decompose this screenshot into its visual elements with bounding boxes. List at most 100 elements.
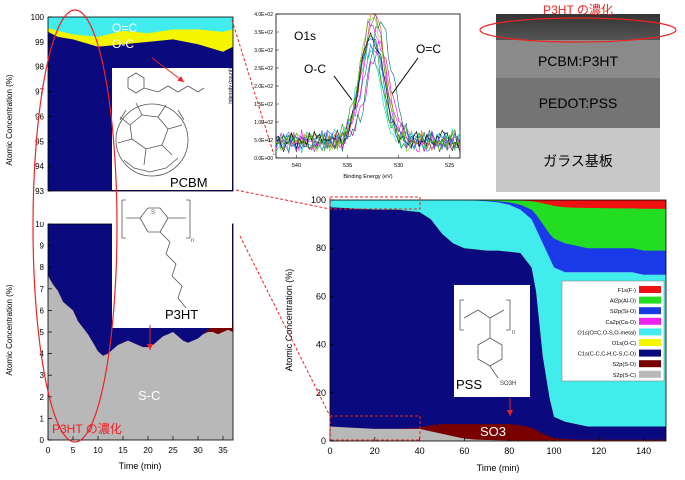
legend-swatch	[639, 349, 661, 357]
legend-label: S2p(S-C)	[613, 373, 636, 379]
left-bottom-x-ticks: 0 5 10 15 20 25 30 35	[46, 436, 228, 455]
x-tick-label: 15	[118, 445, 128, 455]
xps-y-tick-label: 0.0E+00	[254, 156, 273, 162]
left-top-frame	[47, 16, 234, 192]
legend-swatch	[639, 360, 661, 368]
connector-2	[239, 235, 331, 417]
legend-swatch	[639, 370, 661, 378]
x-tick-label: 10	[93, 445, 103, 455]
left-bottom-ylabel: Atomic Concentration (%)	[5, 284, 14, 375]
pss-brackets	[459, 299, 511, 331]
p3ht-label: P3HT	[165, 307, 198, 322]
layer-glass	[496, 128, 660, 192]
y-tick-label: 0	[321, 436, 326, 446]
x-tick-label: 20	[143, 445, 153, 455]
legend-swatch	[639, 307, 661, 315]
pcbm-box	[112, 68, 232, 190]
pcbm-label: PCBM	[170, 175, 208, 190]
left-top-y-ticks: 93 94 95 96 97 98 99 100	[31, 13, 52, 196]
right-xlabel: Time (min)	[477, 463, 520, 473]
y-tick-label: 8	[40, 263, 45, 272]
layer-pcbm-label: PCBM:P3HT	[538, 53, 619, 69]
y-tick-label: 99	[35, 38, 44, 47]
legend-swatch	[639, 339, 661, 346]
xps-o1s-label: O1s	[294, 29, 316, 43]
right-frame	[329, 199, 667, 442]
xps-x-tick-label: 530	[394, 163, 403, 169]
y-tick-label: 100	[311, 195, 326, 205]
so3-label: SO3	[480, 424, 506, 439]
pss-n-sub: n	[512, 330, 515, 336]
zoom-connectors	[231, 19, 421, 441]
left-bottom-xlabel: Time (min)	[119, 461, 162, 471]
xps-x-tick-label: 525	[445, 163, 454, 169]
y-tick-label: 20	[316, 388, 326, 398]
legend-swatch	[639, 296, 661, 304]
xps-y-tick-label: 2.5E+02	[254, 66, 273, 72]
legend-swatch	[639, 286, 661, 293]
x-tick-label: 120	[591, 446, 606, 456]
sc-label: S-C	[138, 388, 160, 403]
pcbm-cage-lines	[117, 102, 183, 166]
x-tick-label: 20	[370, 446, 380, 456]
y-tick-label: 96	[35, 112, 44, 121]
p3ht-thiophene	[126, 207, 186, 233]
x-tick-label: 0	[46, 445, 51, 455]
y-tick-label: 93	[35, 187, 44, 196]
x-tick-label: 30	[193, 445, 203, 455]
legend-swatch	[639, 317, 661, 325]
left-top-ylabel: Atomic Concentration (%)	[5, 74, 14, 165]
p3ht-top-ellipse	[479, 17, 677, 43]
pss-sulfonate-bond	[489, 365, 499, 379]
layer-stack: PCBM:P3HT PEDOT:PSS ガラス基板 P3HT の濃化	[479, 3, 677, 192]
right-ylabel: Atomic Concentration (%)	[284, 269, 294, 372]
xps-ylabel: Intensity (count)	[228, 68, 234, 104]
legend-label: F1s(F-)	[618, 288, 636, 294]
y-tick-label: 60	[316, 291, 326, 301]
xps-spectrum-line	[275, 35, 461, 153]
y-tick-label: 9	[40, 242, 45, 251]
xps-inset: 0.0E+00 5.0E+02 1.0E+02 1.5E+02 2.0E+02 2.5E+…	[228, 12, 461, 180]
x-tick-label: 60	[459, 446, 469, 456]
y-tick-label: 3	[40, 371, 45, 380]
pcbm-chain	[143, 85, 205, 93]
oc-arrow	[151, 57, 185, 83]
xps-spectra	[275, 12, 461, 154]
y-tick-label: 97	[35, 88, 44, 97]
y-tick-label: 1	[40, 414, 45, 423]
p3ht-top-label: P3HT の濃化	[543, 3, 613, 17]
left-bottom-y-ticks: 0 1 2 3 4 5 6 7 8 9 10	[35, 220, 52, 445]
xps-y-tick-label: 3.5E+02	[254, 30, 273, 36]
x-tick-label: 40	[415, 446, 425, 456]
xps-x-tick-label: 540	[292, 163, 301, 169]
oc-single-label: O-C	[112, 37, 134, 51]
xps-oc-double-label: O=C	[416, 42, 441, 56]
y-tick-label: 98	[35, 63, 44, 72]
x-tick-label: 0	[327, 446, 332, 456]
xps-spectrum-line	[276, 16, 461, 152]
xps-y-ticks: 0.0E+00 5.0E+02 1.0E+02 1.5E+02 2.0E+02 2.5E+…	[254, 12, 279, 162]
x-tick-label: 5	[71, 445, 76, 455]
p3ht-n-sub: n	[191, 238, 194, 244]
legend-label: O1s(O=C,O-S,O-metal)	[577, 330, 636, 336]
y-tick-label: 95	[35, 137, 44, 146]
layer-pcbm-p3ht	[496, 40, 660, 78]
xps-y-tick-label: 1.0E+02	[254, 120, 273, 126]
zoom-box-bottom	[329, 415, 421, 441]
pcbm-cage-lines-2	[119, 109, 185, 173]
xps-oc-single-label: O-C	[304, 62, 326, 76]
xps-x-ticks: 540 535 530 525	[292, 155, 454, 169]
pss-label: PSS	[456, 377, 482, 392]
x-tick-label: 35	[218, 445, 228, 455]
xps-y-tick-label: 5.0E+02	[254, 138, 273, 144]
y-tick-label: 0	[40, 436, 45, 445]
legend-label: O1s(O-C)	[612, 341, 636, 347]
legend-items: F1s(F-) Al2p(Al-O) Si2p(Si-O) Ca2p(Ca-O) O1s…	[577, 286, 661, 379]
y-tick-label: 2	[40, 393, 45, 402]
xps-y-tick-label: 4.0E+02	[254, 12, 273, 18]
y-tick-label: 6	[40, 306, 45, 315]
y-tick-label: 4	[40, 350, 45, 359]
legend-label: S2p(S-O)	[612, 362, 636, 368]
xps-x-tick-label: 535	[343, 163, 352, 169]
